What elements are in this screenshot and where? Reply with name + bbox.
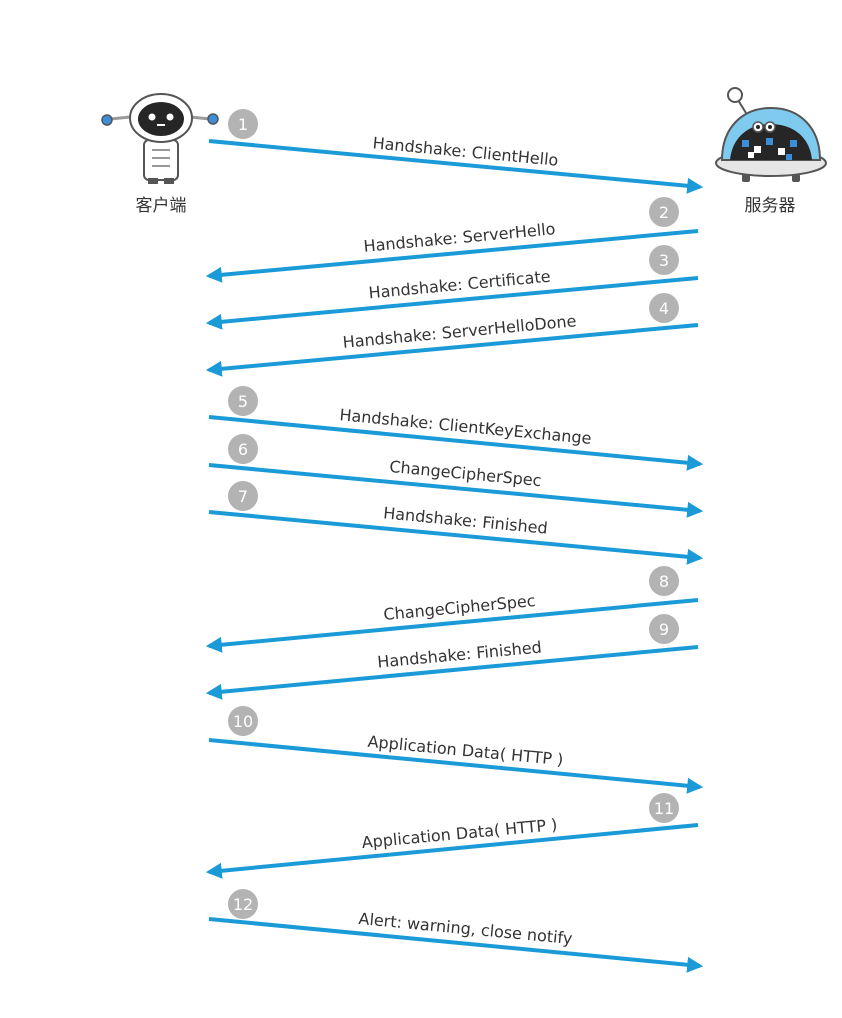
step-number: 1 xyxy=(238,115,248,134)
message-arrow-8 xyxy=(205,598,699,653)
step-number: 9 xyxy=(659,620,669,639)
step-badge-7: 7 xyxy=(228,481,258,511)
message-arrow-7 xyxy=(208,510,704,565)
step-badge-6: 6 xyxy=(228,434,258,464)
step-badge-2: 2 xyxy=(649,197,679,227)
message-arrow-10 xyxy=(208,738,704,794)
message-arrow-9 xyxy=(205,645,699,700)
step-number: 6 xyxy=(238,440,248,459)
step-badge-11: 11 xyxy=(649,793,679,823)
step-number: 7 xyxy=(238,487,248,506)
client-label: 客户端 xyxy=(136,196,187,216)
message-label-2: Handshake: ServerHello xyxy=(363,219,556,256)
message-arrow-5 xyxy=(208,415,704,471)
step-badge-8: 8 xyxy=(649,566,679,596)
message-arrow-1 xyxy=(208,139,704,194)
step-badge-12: 12 xyxy=(228,889,258,919)
step-number: 3 xyxy=(659,251,669,270)
step-number: 5 xyxy=(238,392,248,411)
step-badge-1: 1 xyxy=(228,109,258,139)
step-number: 2 xyxy=(659,203,669,222)
step-badge-4: 4 xyxy=(649,293,679,323)
step-number: 10 xyxy=(233,712,253,731)
step-number: 8 xyxy=(659,572,669,591)
step-badge-10: 10 xyxy=(228,706,258,736)
server-robot-icon xyxy=(715,87,827,182)
step-number: 12 xyxy=(233,895,253,914)
step-badge-3: 3 xyxy=(649,245,679,275)
step-number: 4 xyxy=(659,299,669,318)
message-label-9: Handshake: Finished xyxy=(376,637,542,671)
message-label-3: Handshake: Certificate xyxy=(368,267,552,303)
message-arrow-6 xyxy=(208,463,704,518)
message-arrow-2 xyxy=(205,229,699,283)
server-label: 服务器 xyxy=(745,196,796,216)
message-arrow-12 xyxy=(208,917,704,973)
step-number: 11 xyxy=(654,799,674,818)
message-arrow-3 xyxy=(205,276,699,330)
message-arrow-11 xyxy=(205,823,699,879)
client-robot-icon xyxy=(101,93,219,184)
step-badge-9: 9 xyxy=(649,614,679,644)
step-badge-5: 5 xyxy=(228,386,258,416)
message-arrow-4 xyxy=(205,323,699,377)
